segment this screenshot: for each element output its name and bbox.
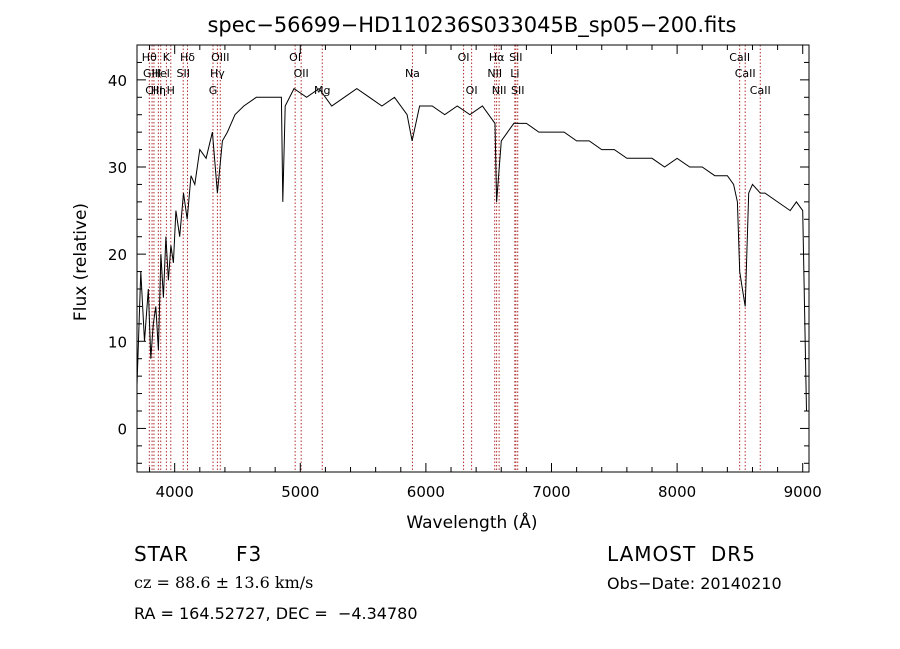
y-tick-label: 10 <box>108 333 127 351</box>
y-tick-label: 20 <box>108 246 127 264</box>
spectral-subclass: F3 <box>236 542 263 566</box>
line-marker-label: NII <box>492 84 507 97</box>
x-tick-label: 6000 <box>407 483 445 501</box>
line-marker-label: H <box>167 84 175 97</box>
line-marker-label: NII <box>487 67 502 80</box>
observation-date: Obs−Date: 20140210 <box>607 574 782 593</box>
line-marker-label: Hδ <box>180 51 195 64</box>
survey-name: LAMOST DR5 <box>607 542 756 566</box>
spectrum-line <box>136 87 807 412</box>
line-marker-label: Hel <box>152 67 170 80</box>
line-marker-label: K <box>163 51 171 64</box>
line-marker-label: CIII <box>145 84 162 97</box>
line-marker-label: OI <box>289 51 301 64</box>
line-marker-label: Li <box>510 67 519 80</box>
x-tick-label: 4000 <box>156 483 194 501</box>
redshift-velocity: cz = 88.6 ± 13.6 km/s <box>134 573 314 592</box>
line-marker-label: SII <box>511 84 524 97</box>
y-axis: 0 10 20 30 40 <box>108 44 809 464</box>
line-marker-label: CaII <box>750 84 771 97</box>
y-axis-label: Flux (relative) <box>71 203 91 321</box>
line-marker-label: Hθ <box>142 51 157 64</box>
chart-title: spec−56699−HD110236S033045B_sp05−200.fit… <box>207 13 736 38</box>
line-marker-label: CaII <box>735 67 756 80</box>
x-tick-label: 9000 <box>784 483 822 501</box>
x-tick-label: 8000 <box>658 483 696 501</box>
coordinates: RA = 164.52727, DEC = −4.34780 <box>134 604 418 623</box>
plot-frame <box>136 44 810 473</box>
line-marker-label: Hη <box>151 84 166 97</box>
y-tick-label: 40 <box>108 72 127 90</box>
line-marker-label: SII <box>176 67 189 80</box>
line-marker-label: Mg <box>314 84 330 97</box>
line-marker-label: Na <box>405 67 420 80</box>
line-marker-label: Hα <box>489 51 505 64</box>
y-tick-label: 0 <box>117 420 127 438</box>
object-class: STAR <box>134 542 189 566</box>
line-marker-label: CaII <box>729 51 750 64</box>
line-marker-label: OI <box>466 84 478 97</box>
line-marker-label: OI <box>458 51 470 64</box>
y-tick-label: 30 <box>108 159 127 177</box>
x-axis: 4000 5000 6000 7000 8000 9000 <box>149 45 822 501</box>
line-marker-label: OIII <box>211 51 229 64</box>
x-axis-label: Wavelength (Å) <box>406 511 537 533</box>
x-tick-label: 5000 <box>281 483 319 501</box>
line-marker-label: GIII <box>143 67 161 80</box>
x-tick-label: 7000 <box>532 483 570 501</box>
line-marker-label: Hγ <box>210 67 225 80</box>
line-marker-label: OII <box>294 67 309 80</box>
line-marker-label: G <box>209 84 218 97</box>
line-marker-label: SII <box>509 51 522 64</box>
